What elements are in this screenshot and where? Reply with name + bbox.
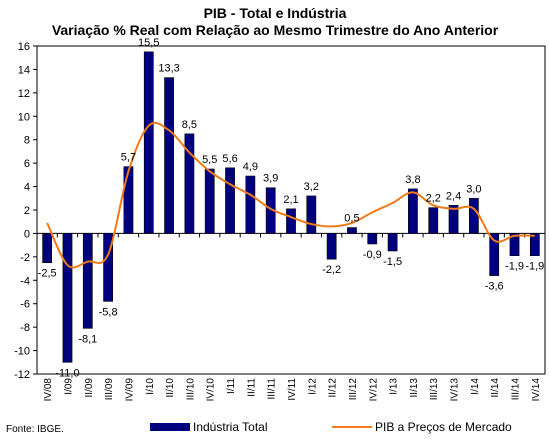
- legend-label-line: PIB a Preços de Mercado: [375, 420, 512, 434]
- bar-data-label: 2,2: [426, 193, 441, 205]
- bar-data-label: 2,1: [283, 194, 298, 206]
- x-tick-label: III/11: [267, 378, 278, 400]
- x-tick-label: III/09: [104, 378, 115, 401]
- bar-data-label: -1,9: [525, 261, 544, 273]
- y-tick-label: -12: [14, 369, 30, 381]
- bar-data-label: 15,5: [138, 37, 159, 49]
- x-tick-label: III/12: [348, 378, 359, 401]
- y-tick-label: -8: [20, 322, 30, 334]
- y-tick-label: -2: [20, 252, 30, 264]
- bar: [245, 175, 256, 234]
- x-tick-label: IV/13: [450, 378, 461, 402]
- y-tick-label: 6: [24, 158, 30, 170]
- bar-data-label: -1,9: [505, 261, 524, 273]
- bar-data-label: -11,0: [55, 367, 79, 379]
- line-series-pib: [46, 121, 535, 269]
- bar: [204, 168, 215, 234]
- bar: [469, 197, 479, 234]
- bar-data-label: 2,4: [446, 190, 461, 202]
- x-tick-label: IV/14: [531, 378, 542, 402]
- bar-data-label: -1,5: [383, 256, 402, 268]
- bar: [306, 195, 317, 234]
- bar-data-label: 5,7: [121, 152, 136, 164]
- bar: [225, 167, 235, 234]
- bar-data-label: 3,2: [304, 181, 319, 193]
- bar: [326, 233, 337, 260]
- bar-data-label: 5,5: [202, 154, 217, 166]
- bar: [143, 51, 154, 234]
- bar: [82, 233, 93, 329]
- bar: [164, 77, 174, 234]
- x-tick-label: IV/09: [124, 378, 135, 402]
- bar-data-label: 3,8: [405, 174, 420, 186]
- legend-swatch-bars: [150, 423, 190, 431]
- x-tick-label: IV/10: [206, 378, 217, 402]
- bar-data-label: 0,5: [344, 213, 359, 225]
- bar-data-label: 5,6: [222, 153, 237, 165]
- y-tick-label: 14: [18, 64, 30, 76]
- bar-data-label: 4,9: [243, 161, 258, 173]
- bar-data-label: -8,1: [78, 333, 97, 345]
- bar: [428, 207, 439, 234]
- bar: [103, 233, 113, 302]
- bar-data-label: 13,3: [158, 63, 179, 75]
- x-tick-label: II/09: [84, 378, 95, 398]
- y-tick-label: 2: [24, 205, 30, 217]
- x-tick-label: I/12: [307, 378, 318, 395]
- y-tick-label: -4: [20, 275, 30, 287]
- x-tick-label: III/13: [429, 378, 440, 401]
- bar: [62, 233, 73, 363]
- x-tick-label: IV/08: [43, 378, 54, 402]
- chart-title: PIB - Total e Indústria: [204, 5, 347, 21]
- x-tick-label: II/12: [328, 378, 339, 398]
- x-tick-label: II/11: [246, 378, 257, 397]
- bar: [387, 233, 398, 252]
- x-tick-label: III/10: [185, 378, 196, 401]
- bar: [42, 233, 53, 264]
- bar-data-label: -0,9: [363, 249, 382, 261]
- bar: [408, 188, 418, 234]
- x-tick-label: I/10: [145, 378, 156, 395]
- bar-data-label: -5,8: [99, 306, 118, 318]
- x-tick-label: IV/12: [368, 378, 379, 402]
- bar: [509, 233, 520, 256]
- chart-subtitle: Variação % Real com Relação ao Mesmo Tri…: [52, 22, 499, 38]
- y-tick-label: 10: [18, 111, 30, 123]
- bar-data-label: 3,0: [466, 183, 481, 195]
- bar-data-label: 3,9: [263, 173, 278, 185]
- bar: [529, 233, 540, 256]
- source-note: Fonte: IBGE.: [6, 424, 64, 435]
- x-tick-label: I/09: [63, 378, 74, 395]
- y-tick-label: 12: [18, 88, 30, 100]
- bar: [123, 166, 134, 234]
- x-tick-label: III/14: [511, 378, 522, 401]
- bar: [489, 233, 500, 276]
- bar-data-label: -2,5: [38, 268, 57, 280]
- bar-data-label: 8,5: [182, 119, 197, 131]
- x-tick-label: II/13: [409, 378, 420, 398]
- x-tick-label: IV/11: [287, 378, 298, 401]
- y-tick-label: 0: [24, 228, 30, 240]
- y-tick-label: 16: [18, 41, 30, 53]
- x-tick-label: I/13: [389, 378, 400, 395]
- bar: [448, 205, 459, 234]
- x-tick-label: I/14: [470, 378, 481, 395]
- bar: [286, 208, 296, 234]
- bar: [347, 227, 357, 234]
- y-tick-label: -6: [20, 299, 30, 311]
- plot-area: -12 -10 -8 -6 -4 -2 0 2 4 6 8 10 12 14 16 IV/08 I/09 II/0…: [14, 37, 546, 402]
- y-tick-label: -10: [14, 346, 30, 358]
- legend: Indústria Total PIB a Preços de Mercado: [150, 420, 512, 434]
- bar: [184, 133, 195, 234]
- x-tick-label: II/10: [165, 378, 176, 398]
- bar: [367, 233, 378, 245]
- legend-label-bars: Indústria Total: [193, 420, 268, 434]
- bar-data-label: -2,2: [322, 264, 341, 276]
- x-tick-label: I/11: [226, 378, 237, 394]
- y-tick-label: 4: [24, 182, 30, 194]
- x-tick-label: II/14: [490, 378, 501, 398]
- y-tick-label: 8: [24, 135, 30, 147]
- bar-data-label: -3,6: [485, 281, 504, 293]
